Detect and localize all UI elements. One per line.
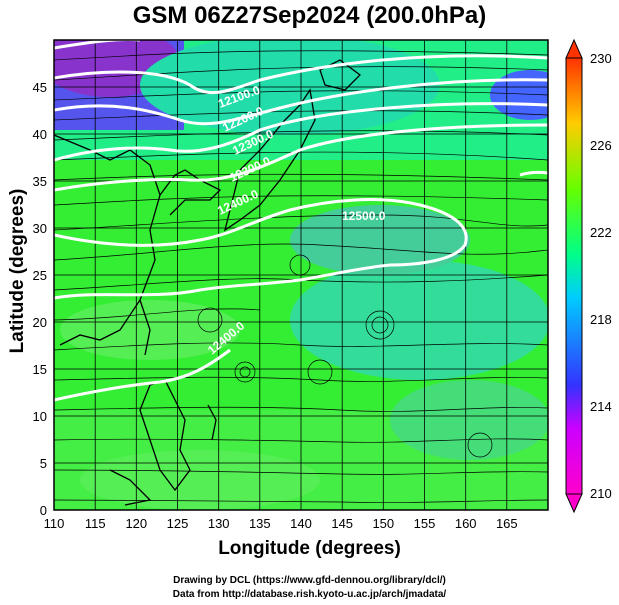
x-axis-ticks: 110 115 120 125 130 135 140 145 150 155 … [44, 516, 518, 531]
x-tick-label: 110 [44, 516, 65, 531]
chart-title: GSM 06Z27Sep2024 (200.0hPa) [132, 2, 487, 29]
x-tick-label: 165 [496, 516, 518, 531]
x-tick-label: 140 [290, 516, 312, 531]
colorbar-tick-label: 226 [590, 138, 612, 153]
y-tick-label: 30 [33, 221, 47, 236]
colorbar-tick-label: 214 [590, 399, 612, 414]
colorbar-bottom-arrow [565, 493, 583, 514]
x-tick-label: 155 [414, 516, 436, 531]
y-tick-label: 45 [33, 80, 47, 95]
y-tick-label: 10 [33, 409, 47, 424]
colorbar-tick-label: 230 [590, 51, 612, 66]
x-tick-label: 125 [167, 516, 189, 531]
x-tick-label: 115 [85, 516, 106, 531]
colorbar-tick-label: 222 [590, 225, 612, 240]
y-tick-label: 0 [40, 503, 47, 518]
x-tick-label: 160 [455, 516, 477, 531]
colorbar: 210 214 218 222 226 230 [565, 38, 612, 514]
temperature-field [54, 40, 548, 510]
contour-label: 12500.0 [342, 209, 386, 223]
colorbar-top-arrow [565, 38, 583, 59]
wind-streamlines [54, 50, 548, 503]
height-contours [54, 40, 548, 402]
colorbar-tick-label: 210 [590, 486, 612, 501]
y-tick-label: 25 [33, 268, 47, 283]
x-tick-label: 150 [372, 516, 394, 531]
plot-frame [53, 39, 549, 511]
y-tick-label: 40 [33, 127, 47, 142]
credit-data: Data from http://database.rish.kyoto-u.a… [172, 589, 447, 600]
y-tick-label: 5 [40, 456, 47, 471]
y-tick-label: 35 [33, 174, 47, 189]
x-tick-label: 135 [249, 516, 271, 531]
colorbar-tick-label: 218 [590, 312, 612, 327]
y-tick-label: 20 [33, 315, 47, 330]
x-tick-label: 145 [331, 516, 353, 531]
x-tick-label: 130 [208, 516, 230, 531]
y-tick-label: 15 [33, 362, 47, 377]
credit-drawing: Drawing by DCL (https://www.gfd-dennou.o… [173, 575, 446, 586]
coastlines [54, 59, 361, 506]
colorbar-gradient [565, 57, 583, 495]
x-tick-label: 120 [125, 516, 147, 531]
y-axis-label: Latitude (degrees) [7, 188, 28, 354]
x-axis-label: Longitude (degrees) [218, 538, 401, 559]
y-axis-ticks: 0 5 10 15 20 25 30 35 40 45 [33, 80, 47, 518]
